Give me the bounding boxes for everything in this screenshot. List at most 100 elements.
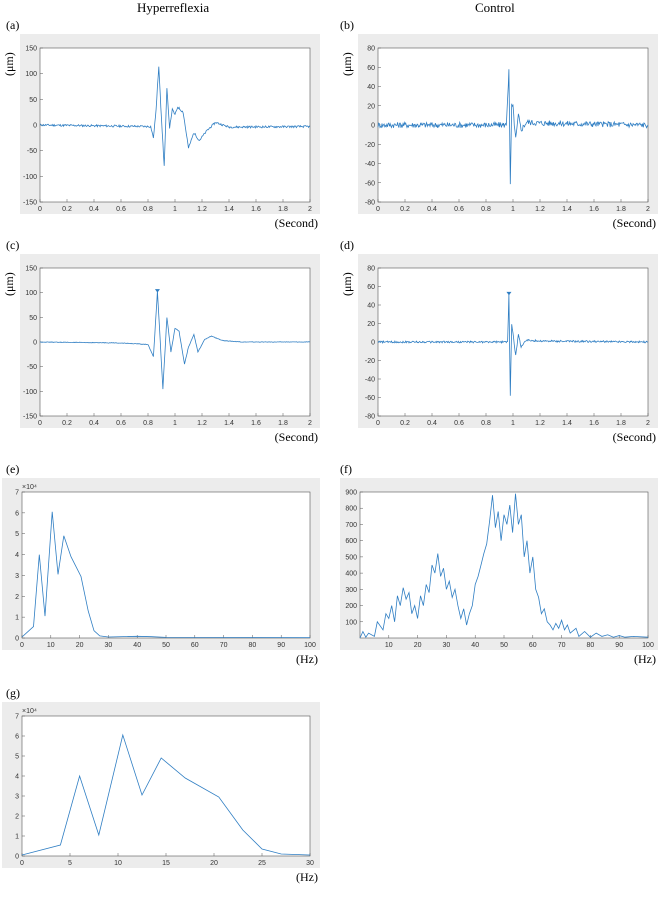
x-tick-label: 80 xyxy=(249,642,257,649)
y-tick-label: 0 xyxy=(371,123,375,130)
y-tick-label: 5 xyxy=(15,531,19,538)
x-tick-label: 20 xyxy=(76,642,84,649)
x-tick-label: 0.8 xyxy=(481,420,491,427)
y-tick-label: 1 xyxy=(15,615,19,622)
y-tick-label: 2 xyxy=(15,814,19,821)
y-tick-label: 6 xyxy=(15,510,19,517)
y-tick-label: 200 xyxy=(345,603,357,610)
chart-svg: 0 0.2 0.4 0.6 0.8 1 1.2 1.4 1.6 1.8 2 -80 -60 -40 -20 0… xyxy=(365,46,650,214)
y-tick-label: 50 xyxy=(29,97,37,104)
x-tick-label: 50 xyxy=(162,642,170,649)
series-line xyxy=(377,69,649,185)
y-tick-label: 40 xyxy=(367,84,375,91)
x-tick-label: 0 xyxy=(38,420,42,427)
y-tick-label: 20 xyxy=(367,103,375,110)
x-tick-label: 1.2 xyxy=(197,206,207,213)
series-line xyxy=(39,290,311,390)
x-tick-label: 1.4 xyxy=(224,206,234,213)
x-tick-label: 20 xyxy=(210,860,218,867)
panel-label: (g) xyxy=(6,686,20,700)
y-tick-label: -50 xyxy=(27,148,37,155)
x-tick-label: 0.4 xyxy=(89,206,99,213)
y-tick-label: -100 xyxy=(23,389,37,396)
y-tick-label: 80 xyxy=(367,266,375,273)
x-tick-label: 70 xyxy=(558,642,566,649)
x-tick-label: 0.2 xyxy=(62,420,72,427)
y-tick-label: 50 xyxy=(29,315,37,322)
y-tick-label: 60 xyxy=(367,65,375,72)
x-tick-label: 70 xyxy=(220,642,228,649)
x-tick-label: 0.6 xyxy=(116,420,126,427)
y-tick-label: 6 xyxy=(15,734,19,741)
y-tick-label: 20 xyxy=(367,321,375,328)
y-tick-label: 0 xyxy=(15,636,19,643)
chart-svg: 0 0.2 0.4 0.6 0.8 1 1.2 1.4 1.6 1.8 2 -150 -100 -50 0 5… xyxy=(23,266,312,428)
chart-svg: 0 0.2 0.4 0.6 0.8 1 1.2 1.4 1.6 1.8 2 -80 -60 -40 -20 0… xyxy=(365,266,650,428)
x-tick-label: 1.2 xyxy=(535,420,545,427)
x-tick-label: 0 xyxy=(20,860,24,867)
x-tick-label: 0.2 xyxy=(400,420,410,427)
x-tick-label: 0.2 xyxy=(400,206,410,213)
y-tick-label: 900 xyxy=(345,490,357,497)
y-tick-label: -20 xyxy=(365,358,375,365)
x-tick-label: 1.8 xyxy=(616,420,626,427)
axes-box xyxy=(21,491,311,639)
y-tick-label: -40 xyxy=(365,161,375,168)
chart-svg: 0 0.2 0.4 0.6 0.8 1 1.2 1.4 1.6 1.8 2 -150 -100 -50 0 5… xyxy=(23,46,312,214)
x-tick-label: 0 xyxy=(20,642,24,649)
y-tick-label: 700 xyxy=(345,522,357,529)
y-tick-label: 7 xyxy=(15,714,19,721)
y-tick-label: 60 xyxy=(367,284,375,291)
x-tick-label: 1.4 xyxy=(562,420,572,427)
y-tick-label: -100 xyxy=(23,174,37,181)
y-tick-label: 3 xyxy=(15,794,19,801)
x-tick-label: 0.8 xyxy=(143,206,153,213)
chart-svg: 0 10 20 30 40 50 60 70 80 90 100 0 1 2 3 4 5 6 7×10⁴ xyxy=(15,484,316,649)
x-axis-label: (Second) xyxy=(612,430,656,444)
x-tick-label: 1.2 xyxy=(535,206,545,213)
x-tick-label: 90 xyxy=(277,642,285,649)
panel-f: (f) (Hz) 10 20 30 40 50 60 70 80 90 100 100 200 300 400… xyxy=(338,460,660,680)
panel-g: (g) (Hz) 0 5 10 15 20 25 30 0 1 2 3 4 5 6 7 ×10⁴ xyxy=(0,684,322,898)
x-tick-label: 0 xyxy=(38,206,42,213)
x-tick-label: 0.6 xyxy=(454,420,464,427)
x-tick-label: 0.4 xyxy=(89,420,99,427)
x-tick-label: 0.8 xyxy=(143,420,153,427)
x-tick-label: 1 xyxy=(173,420,177,427)
x-tick-label: 2 xyxy=(646,420,650,427)
x-axis-label: (Second) xyxy=(274,216,318,230)
y-tick-label: -150 xyxy=(23,414,37,421)
y-exponent-label: ×10⁴ xyxy=(22,484,37,491)
y-tick-label: 100 xyxy=(25,290,37,297)
x-tick-label: 1 xyxy=(511,420,515,427)
x-tick-label: 1.6 xyxy=(251,420,261,427)
x-tick-label: 1.8 xyxy=(278,420,288,427)
y-exponent-label: ×10⁴ xyxy=(22,708,37,715)
x-tick-label: 0.2 xyxy=(62,206,72,213)
x-tick-label: 15 xyxy=(162,860,170,867)
y-tick-label: 0 xyxy=(33,340,37,347)
x-tick-label: 1.4 xyxy=(224,420,234,427)
y-tick-label: 80 xyxy=(367,46,375,53)
x-tick-label: 0.4 xyxy=(427,206,437,213)
panel-label: (e) xyxy=(6,462,20,476)
x-tick-label: 0.6 xyxy=(454,206,464,213)
x-tick-label: 1 xyxy=(511,206,515,213)
x-tick-label: 40 xyxy=(133,642,141,649)
x-axis-label: (Hz) xyxy=(296,652,318,666)
panel-e: (e) (Hz) 0 10 20 30 40 50 60 70 80 90 100 0 1 2 3 4 5 6 7 ×10… xyxy=(0,460,322,680)
x-tick-label: 0.8 xyxy=(481,206,491,213)
x-tick-label: 1.6 xyxy=(251,206,261,213)
x-tick-label: 5 xyxy=(68,860,72,867)
y-tick-label: 0 xyxy=(15,854,19,861)
peak-marker xyxy=(506,291,512,296)
x-axis-label: (Hz) xyxy=(634,652,656,666)
series-line xyxy=(21,733,311,856)
series-line xyxy=(377,293,649,396)
x-tick-label: 10 xyxy=(114,860,122,867)
panel-label: (a) xyxy=(6,18,20,32)
series-line xyxy=(359,493,649,639)
y-tick-label: 4 xyxy=(15,774,19,781)
y-tick-label: 500 xyxy=(345,554,357,561)
x-tick-label: 2 xyxy=(308,420,312,427)
